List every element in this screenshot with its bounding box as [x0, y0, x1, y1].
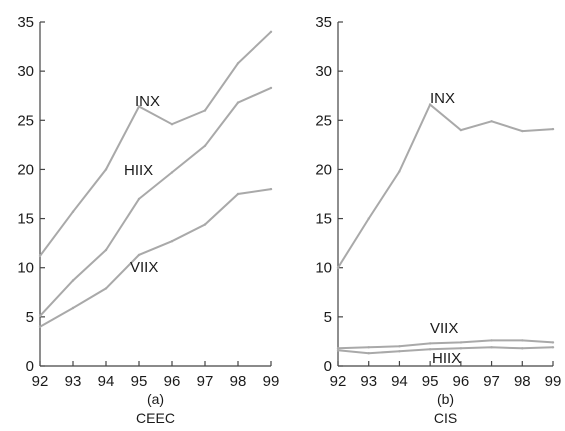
- x-tick-label: 96: [164, 373, 181, 390]
- x-tick-label: 98: [514, 373, 531, 390]
- data-point-hiix: [38, 314, 42, 318]
- data-point-viix: [137, 253, 141, 257]
- x-tick-label: 93: [360, 373, 377, 390]
- y-tick-label: 15: [315, 211, 332, 228]
- series-label-inx: INX: [135, 93, 160, 110]
- data-point-hiix: [71, 279, 75, 282]
- x-tick-label: 99: [263, 373, 280, 390]
- series-label-hiix: HIIX: [124, 162, 153, 179]
- data-point-viix: [236, 192, 240, 196]
- data-point-viix: [459, 341, 463, 344]
- data-point-hiix: [269, 86, 273, 90]
- panel-cis: 0 5 10 15 20 25 30 35 92 93 94 95 96 97 98 99 INX VIIX HII…: [315, 14, 561, 426]
- data-point-hiix: [137, 197, 141, 201]
- data-point-hiix: [236, 101, 240, 104]
- y-tick-label: 0: [26, 358, 34, 375]
- data-point-inx: [521, 129, 524, 133]
- data-point-hiix: [551, 346, 555, 349]
- series-line-inx: [39, 31, 272, 257]
- x-tick-label: 93: [65, 373, 82, 390]
- data-point-inx: [104, 168, 108, 171]
- data-point-inx: [236, 62, 240, 65]
- data-point-inx: [203, 109, 207, 112]
- data-point-viix: [367, 346, 370, 349]
- x-tick-label: 99: [545, 373, 562, 390]
- data-point-hiix: [203, 144, 207, 147]
- panel-label: (a): [147, 391, 164, 407]
- x-tick-label: 97: [197, 373, 214, 390]
- y-tick-label: 20: [315, 161, 332, 178]
- data-point-viix: [71, 306, 75, 310]
- data-point-viix: [490, 339, 493, 342]
- panel-label: (b): [437, 391, 454, 407]
- y-tick-label: 5: [26, 309, 34, 326]
- panel-title: CIS: [434, 410, 457, 426]
- series-line-hiix: [337, 346, 554, 355]
- data-point-viix: [521, 339, 524, 342]
- series-line-viix: [39, 188, 272, 328]
- y-tick-label: 20: [17, 161, 34, 178]
- data-point-hiix: [367, 352, 370, 355]
- data-point-inx: [170, 123, 174, 126]
- data-point-viix: [551, 341, 555, 344]
- x-tick-label: 92: [32, 373, 49, 390]
- data-point-inx: [428, 103, 432, 106]
- y-tick-label: 10: [17, 260, 34, 277]
- y-tick-label: 5: [324, 309, 332, 326]
- x-tick-label: 92: [330, 373, 347, 390]
- data-point-inx: [38, 254, 42, 258]
- x-tick-label: 95: [422, 373, 439, 390]
- data-point-viix: [428, 342, 432, 345]
- data-point-hiix: [521, 347, 524, 350]
- x-tick-label: 98: [230, 373, 247, 390]
- data-point-hiix: [336, 349, 340, 352]
- data-point-viix: [336, 347, 340, 350]
- data-point-inx: [398, 170, 401, 173]
- panel-title: CEEC: [136, 410, 175, 426]
- series-label-hiix: HIIX: [432, 350, 461, 367]
- data-point-inx: [269, 30, 273, 33]
- y-tick-label: 30: [17, 63, 34, 80]
- data-point-inx: [459, 128, 463, 132]
- y-tick-label: 35: [315, 14, 332, 31]
- data-point-inx: [367, 217, 370, 220]
- y-tick-label: 0: [324, 358, 332, 375]
- series-line-viix: [337, 339, 554, 350]
- data-point-viix: [203, 223, 207, 226]
- panel-ceec: 0 5 10 15 20 25 30 35 92 93 94 95 96 97 98 99 INX HIIX VII…: [17, 14, 279, 426]
- x-tick-label: 97: [483, 373, 500, 390]
- data-point-inx: [490, 120, 493, 123]
- x-tick-label: 94: [391, 373, 408, 390]
- data-point-hiix: [428, 348, 432, 351]
- y-tick-label: 25: [17, 112, 34, 129]
- data-point-inx: [71, 210, 75, 213]
- y-tick-label: 15: [17, 211, 34, 228]
- data-point-hiix: [104, 248, 108, 252]
- data-point-inx: [137, 105, 141, 108]
- data-point-hiix: [490, 346, 493, 349]
- x-tick-label: 95: [131, 373, 148, 390]
- data-point-viix: [170, 240, 174, 243]
- x-tick-label: 94: [98, 373, 115, 390]
- data-point-viix: [104, 287, 108, 290]
- series-line-inx: [337, 102, 554, 269]
- series-label-viix: VIIX: [130, 259, 158, 276]
- y-tick-label: 30: [315, 63, 332, 80]
- y-tick-label: 25: [315, 112, 332, 129]
- y-tick-label: 10: [315, 260, 332, 277]
- data-point-hiix: [459, 347, 463, 350]
- data-point-inx: [336, 266, 340, 269]
- y-tick-label: 35: [17, 14, 34, 31]
- series-label-inx: INX: [430, 90, 455, 107]
- series-label-viix: VIIX: [430, 320, 458, 337]
- x-tick-label: 96: [453, 373, 470, 390]
- data-point-viix: [38, 325, 42, 328]
- data-point-hiix: [398, 350, 401, 353]
- data-point-viix: [398, 345, 401, 348]
- data-point-hiix: [170, 171, 174, 174]
- data-point-inx: [551, 127, 555, 131]
- series-line-hiix: [39, 86, 272, 317]
- data-point-viix: [269, 187, 273, 191]
